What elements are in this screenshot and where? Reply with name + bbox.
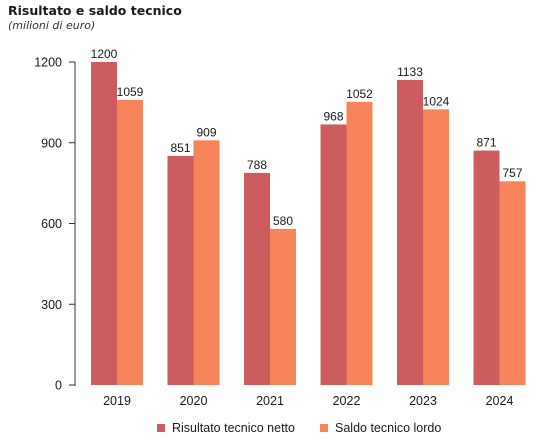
bar-risultato-tecnico-netto-2019 [91, 62, 117, 385]
data-label: 580 [273, 214, 293, 228]
data-label: 1052 [346, 87, 373, 101]
chart-subtitle: (milioni di euro) [8, 19, 96, 32]
data-label: 788 [247, 158, 267, 172]
legend-label: Saldo tecnico lordo [335, 421, 441, 435]
bar-saldo-tecnico-lordo-2019 [117, 99, 143, 385]
chart-title: Risultato e saldo tecnico [8, 3, 182, 18]
data-label: 968 [323, 109, 343, 123]
data-label: 1024 [423, 94, 450, 108]
bar-saldo-tecnico-lordo-2021 [270, 228, 296, 385]
bar-saldo-tecnico-lordo-2023 [423, 109, 449, 385]
bar-risultato-tecnico-netto-2023 [397, 80, 423, 385]
legend-swatch-saldo-tecnico-lordo [320, 424, 328, 432]
chart-legend: Risultato tecnico netto Saldo tecnico lor… [157, 421, 441, 435]
bar-risultato-tecnico-netto-2022 [320, 124, 347, 386]
bar-risultato-tecnico-netto-2020 [167, 155, 194, 385]
chart-axes: 0 300 600 900 1200 2019 2020 2021 2022 2023 2024 [34, 56, 513, 409]
legend-label: Risultato tecnico netto [172, 421, 295, 435]
y-tick-label: 0 [55, 379, 62, 393]
bar-saldo-tecnico-lordo-2024 [499, 181, 526, 385]
x-tick-label: 2021 [256, 394, 284, 408]
data-label: 871 [476, 136, 496, 150]
y-tick-label: 300 [41, 298, 62, 312]
legend-swatch-risultato-tecnico-netto [157, 424, 165, 432]
x-tick-label: 2024 [486, 394, 514, 408]
x-tick-label: 2020 [180, 394, 208, 408]
y-tick-label: 900 [41, 136, 62, 150]
data-label: 1059 [117, 85, 144, 99]
x-tick-label: 2019 [103, 394, 131, 408]
data-label: 1200 [91, 47, 118, 61]
data-label: 851 [170, 141, 190, 155]
bar-saldo-tecnico-lordo-2022 [346, 101, 373, 385]
y-tick-label: 600 [41, 217, 62, 231]
x-tick-label: 2022 [333, 394, 361, 408]
data-label: 909 [196, 125, 216, 139]
chart-bars [91, 62, 526, 386]
bar-risultato-tecnico-netto-2021 [244, 172, 270, 385]
data-label: 757 [502, 166, 522, 180]
y-tick-label: 1200 [34, 56, 62, 70]
bar-saldo-tecnico-lordo-2020 [193, 140, 220, 385]
data-label: 1133 [397, 65, 423, 79]
x-tick-label: 2023 [409, 394, 437, 408]
bar-risultato-tecnico-netto-2024 [473, 150, 500, 385]
